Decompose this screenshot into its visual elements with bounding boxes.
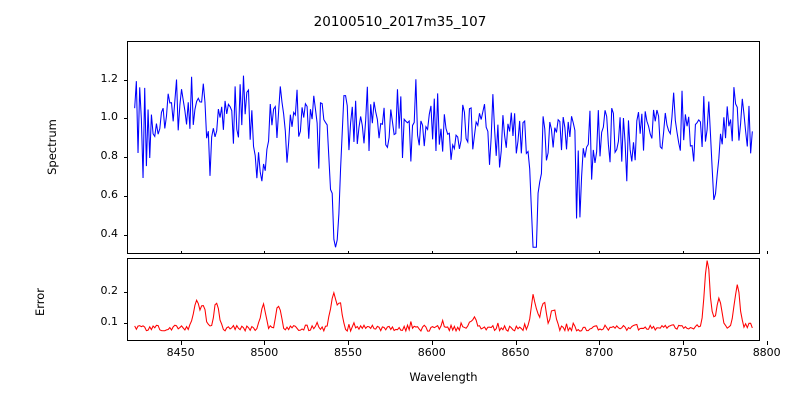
spectrum-y-axis-label: Spectrum (45, 119, 59, 175)
x-tick-mark (180, 341, 182, 345)
spectrum-y-tick-label: 0.4 (100, 226, 119, 240)
x-tick-label: 8450 (166, 346, 195, 359)
spectrum-y-tick-mark (123, 195, 127, 197)
x-tick-mark-upper (515, 250, 517, 254)
x-tick-mark (264, 341, 266, 345)
spectrum-y-tick-label: 0.6 (100, 187, 119, 201)
x-tick-mark-upper (766, 250, 768, 254)
x-tick-mark (348, 341, 350, 345)
x-axis-label: Wavelength (409, 370, 478, 384)
x-tick-mark (682, 341, 684, 345)
spectrum-y-tick-mark (123, 157, 127, 159)
x-tick-mark-upper (348, 250, 350, 254)
spectrum-y-tick-label: 1.0 (100, 110, 119, 124)
x-tick-label: 8800 (752, 346, 781, 359)
x-tick-label: 8600 (417, 346, 446, 359)
x-tick-mark-upper (431, 250, 433, 254)
x-tick-mark (431, 341, 433, 345)
x-tick-label: 8700 (585, 346, 614, 359)
error-y-tick-mark (123, 323, 127, 325)
x-tick-label: 8750 (668, 346, 697, 359)
spectrum-line-series (128, 42, 759, 253)
spectrum-y-tick-label: 0.8 (100, 149, 119, 163)
x-tick-mark-upper (180, 250, 182, 254)
error-y-tick-label: 0.2 (100, 283, 119, 297)
error-y-axis-label: Error (33, 287, 47, 317)
x-tick-mark (766, 341, 768, 345)
spectrum-y-tick-mark (123, 234, 127, 236)
x-tick-mark-upper (682, 250, 684, 254)
spectrum-y-tick-label: 1.2 (100, 71, 119, 85)
figure-title: 20100510_2017m35_107 (313, 14, 487, 30)
spectrum-y-tick-mark (123, 118, 127, 120)
x-tick-mark-upper (264, 250, 266, 254)
error-plot-area (127, 258, 760, 341)
x-tick-label: 8550 (334, 346, 363, 359)
x-tick-mark-upper (599, 250, 601, 254)
error-line-series (128, 259, 759, 340)
error-y-tick-mark (123, 291, 127, 293)
x-tick-mark (515, 341, 517, 345)
error-y-tick-label: 0.1 (100, 315, 119, 329)
x-tick-label: 8650 (501, 346, 530, 359)
x-tick-label: 8500 (250, 346, 279, 359)
x-tick-mark (599, 341, 601, 345)
spectrum-y-tick-mark (123, 79, 127, 81)
spectrum-plot-area (127, 41, 760, 254)
